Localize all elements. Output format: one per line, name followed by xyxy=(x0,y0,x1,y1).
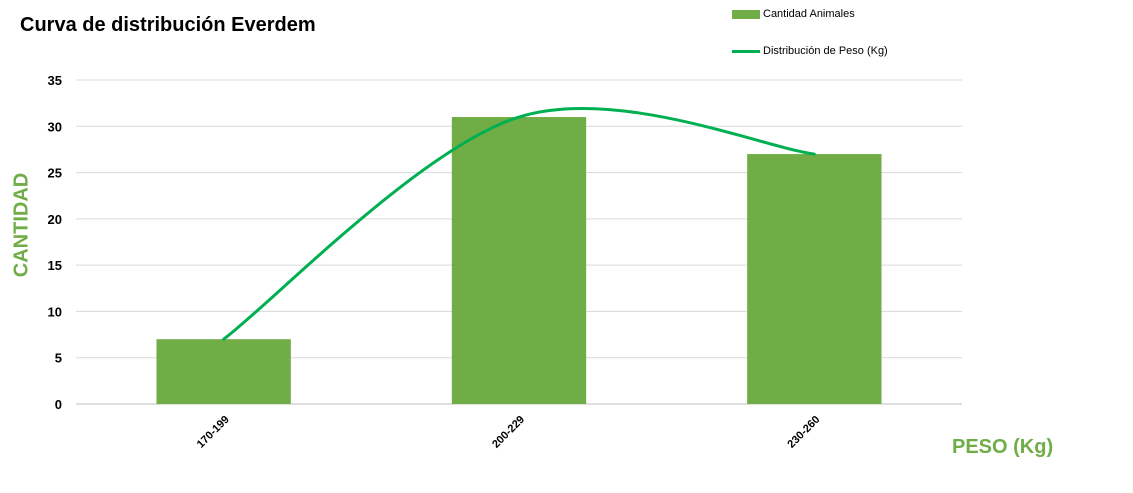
x-tick-label: 170-199 xyxy=(195,414,232,451)
y-tick-label: 20 xyxy=(48,212,62,227)
bar xyxy=(747,154,882,404)
x-tick-label: 200-229 xyxy=(490,414,527,451)
legend-swatch-bars xyxy=(732,9,760,19)
x-axis-label: PESO (Kg) xyxy=(952,436,1054,458)
x-tick-label: 230-260 xyxy=(785,414,822,451)
series-line xyxy=(222,107,816,341)
chart-title: Curva de distribución Everdem xyxy=(20,14,316,36)
legend: Cantidad Animales Distribución de Peso (… xyxy=(732,6,888,59)
y-tick-label: 30 xyxy=(48,119,62,134)
y-tick-label: 25 xyxy=(48,166,62,181)
legend-label-line: Distribución de Peso (Kg) xyxy=(763,45,888,57)
bar xyxy=(451,117,587,405)
y-tick-label: 35 xyxy=(48,73,62,88)
y-tick-label: 10 xyxy=(48,304,62,319)
legend-item-bars: Cantidad Animales xyxy=(732,6,888,22)
legend-swatch-line xyxy=(732,49,760,53)
legend-label-bars: Cantidad Animales xyxy=(763,8,855,20)
legend-item-line: Distribución de Peso (Kg) xyxy=(732,43,888,59)
y-tick-label: 0 xyxy=(55,397,62,412)
y-tick-label: 15 xyxy=(48,258,62,273)
y-tick-label: 5 xyxy=(55,351,62,366)
bar xyxy=(156,339,291,404)
